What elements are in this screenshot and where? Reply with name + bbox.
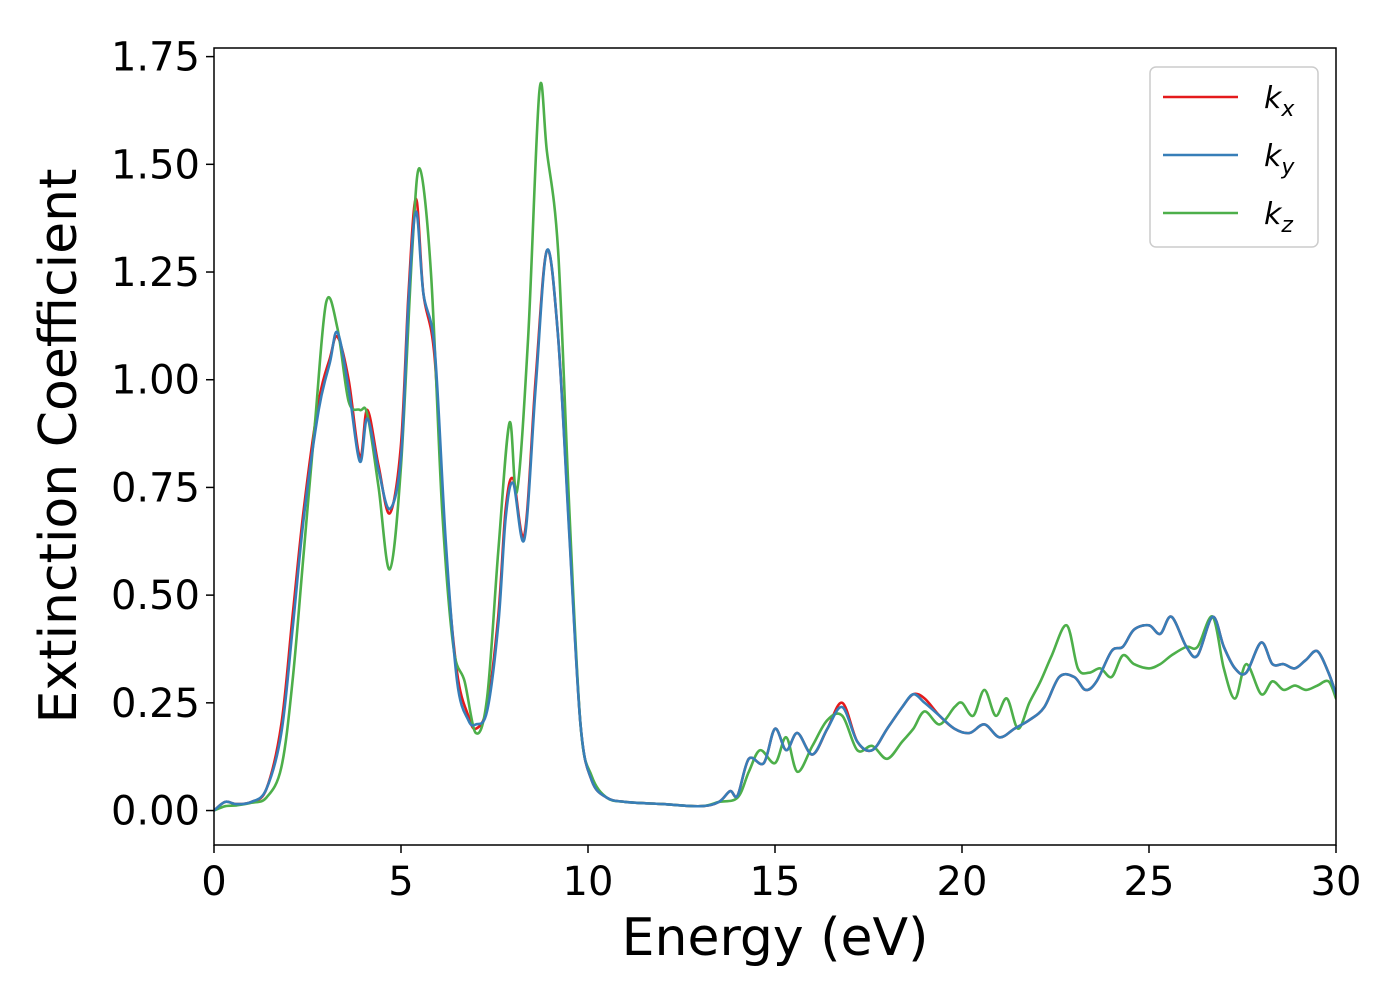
y-axis-ticks: 0.00 0.25 0.50 0.75 1.00 1.25 1.50 1.75: [111, 35, 214, 835]
legend-entry-y: ky: [1264, 139, 1295, 180]
x-tick-label: 0: [201, 859, 226, 905]
y-tick-label: 1.00: [111, 358, 200, 404]
series-line-y: [214, 210, 1336, 812]
x-axis-ticks: 0 5 10 15 20 25 30: [201, 845, 1361, 905]
y-tick-label: 0.75: [111, 465, 200, 511]
x-tick-label: 15: [750, 859, 801, 905]
legend-label-base: k: [1264, 81, 1283, 116]
x-tick-label: 25: [1124, 859, 1175, 905]
y-tick-label: 0.25: [111, 681, 200, 727]
series-layer: [214, 81, 1336, 812]
x-tick-label: 10: [563, 859, 614, 905]
legend-label-subscript: x: [1280, 97, 1295, 122]
x-tick-label: 30: [1311, 859, 1362, 905]
y-tick-label: 1.25: [111, 250, 200, 296]
legend-label-base: k: [1264, 197, 1283, 232]
y-tick-label: 1.50: [111, 142, 200, 188]
x-axis-label: Energy (eV): [622, 908, 929, 968]
y-tick-label: 0.00: [111, 789, 200, 835]
legend-label-subscript: y: [1280, 155, 1295, 180]
x-tick-label: 5: [388, 859, 413, 905]
legend-entry-x: kx: [1264, 81, 1295, 122]
y-tick-label: 0.50: [111, 573, 200, 619]
legend-label-subscript: z: [1280, 213, 1293, 238]
legend-label-base: k: [1264, 139, 1283, 174]
legend-frame: [1149, 66, 1319, 248]
series-line-z: [214, 81, 1336, 812]
x-tick-label: 20: [937, 859, 988, 905]
y-axis-label: Extinction Coefficient: [29, 169, 89, 724]
legend-entry-z: kz: [1264, 197, 1293, 238]
y-tick-label: 1.75: [111, 35, 200, 81]
